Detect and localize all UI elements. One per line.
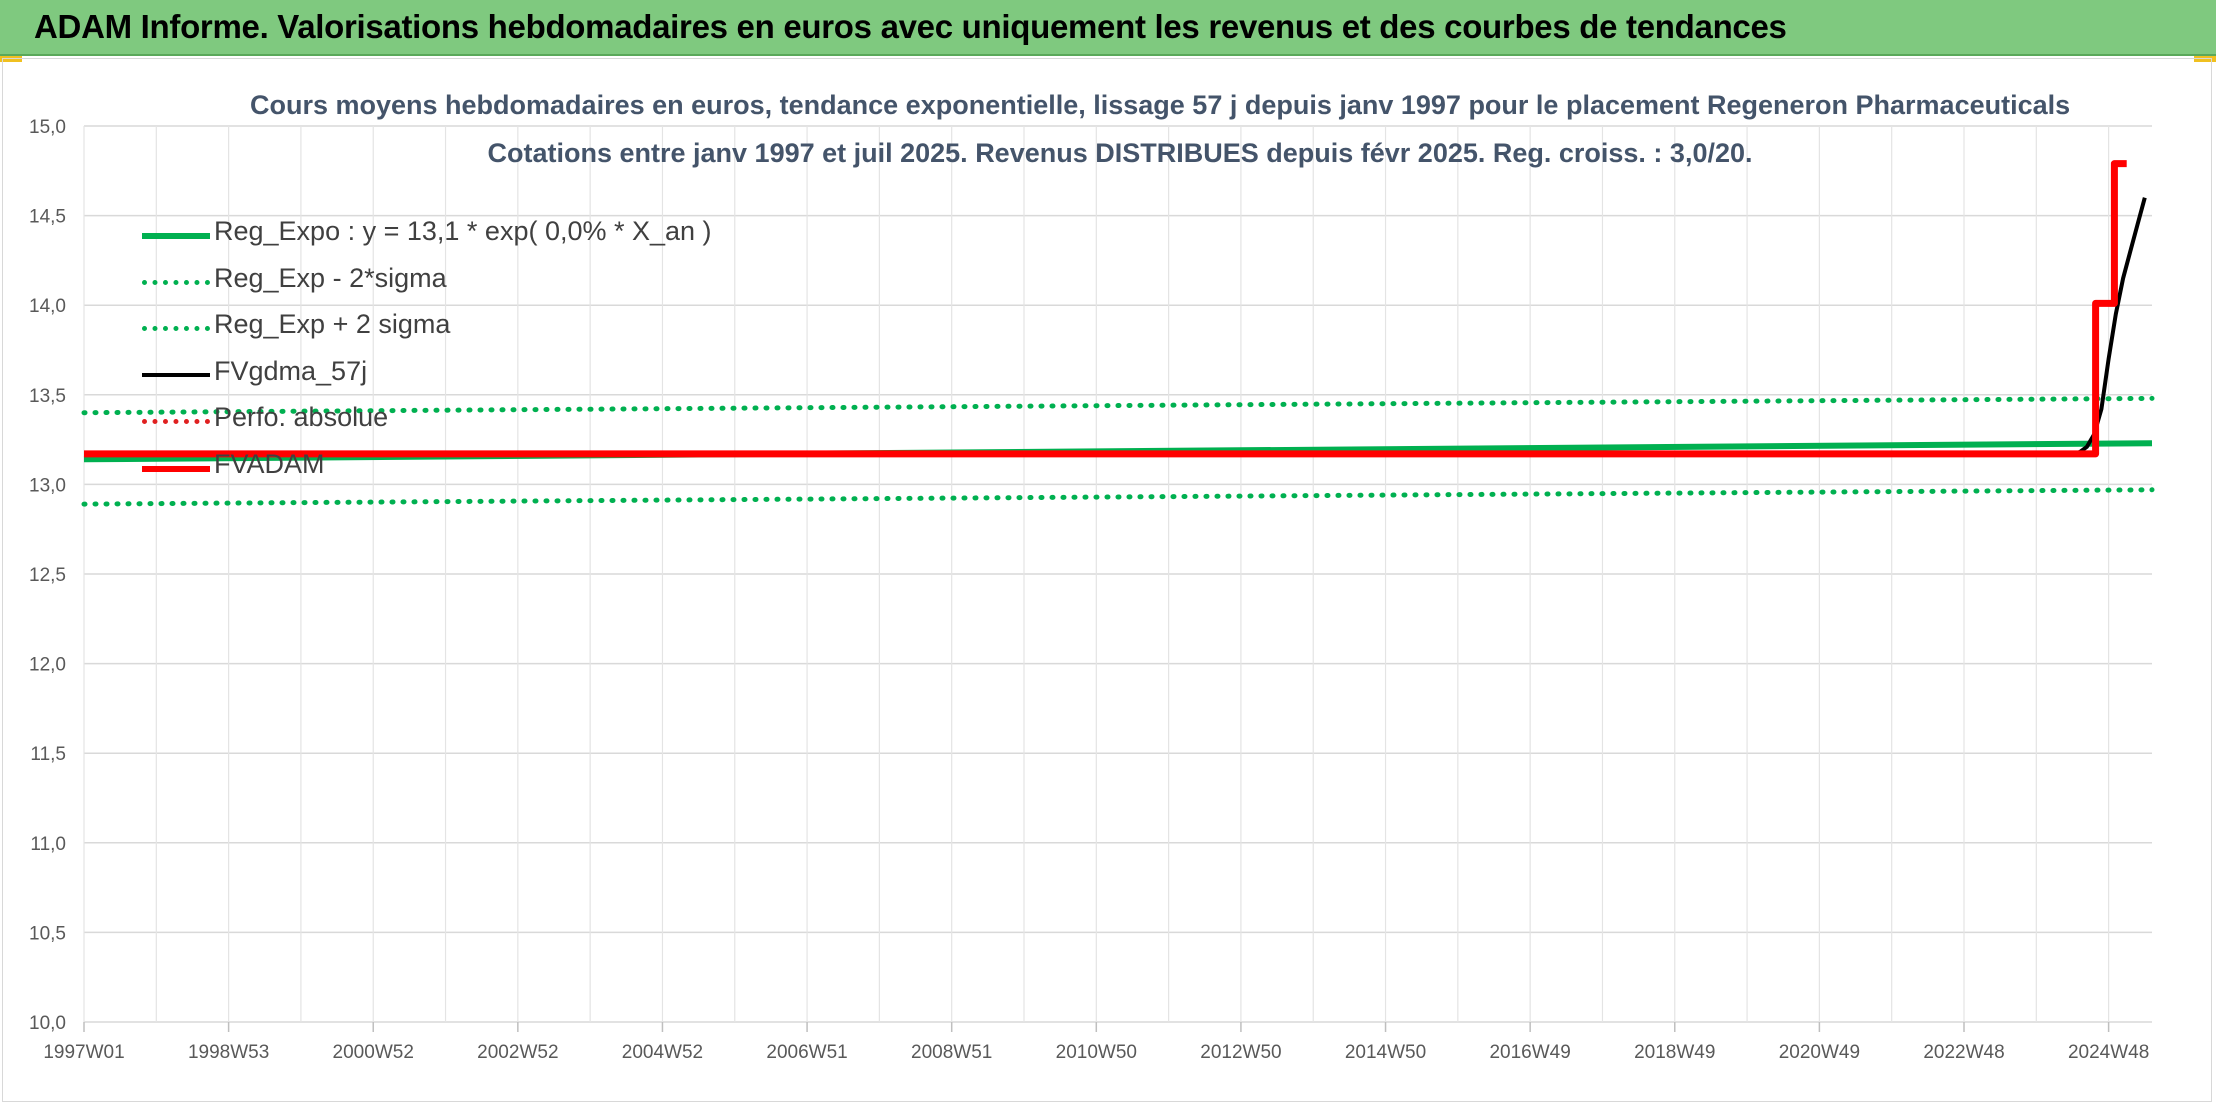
grid xyxy=(83,125,2152,1023)
x-tick-label: 2004W52 xyxy=(622,1042,703,1063)
series-line-2 xyxy=(81,395,2155,416)
legend-item: FVADAM xyxy=(142,445,742,491)
legend-label: Perfo. absolue xyxy=(214,402,389,432)
series-line-5 xyxy=(84,160,2127,458)
corner-marker-right xyxy=(2194,56,2216,62)
legend-label: Reg_Exp + 2 sigma xyxy=(214,309,451,339)
y-tick-label: 10,0 xyxy=(29,1013,66,1034)
y-tick-label: 11,0 xyxy=(30,834,66,855)
legend-item: Reg_Exp + 2 sigma xyxy=(142,305,742,351)
y-tick-label: 12,5 xyxy=(29,565,66,586)
legend-swatch xyxy=(142,326,210,331)
series-group xyxy=(81,160,2155,507)
x-tick-label: 2018W49 xyxy=(1634,1042,1715,1063)
x-tick-label: 2002W52 xyxy=(477,1042,558,1063)
legend-label: Reg_Exp - 2*sigma xyxy=(214,262,447,293)
legend-item: Reg_Exp - 2*sigma xyxy=(142,259,742,305)
x-tick-label: 1997W01 xyxy=(43,1042,124,1063)
legend-swatch xyxy=(142,419,210,424)
y-tick-label: 13,0 xyxy=(29,475,66,496)
chart-title: Cours moyens hebdomadaires en euros, ten… xyxy=(250,90,2071,120)
x-tick-label: 2016W49 xyxy=(1489,1042,1570,1063)
legend-swatch xyxy=(142,233,210,239)
y-axis-ticks: 10,0 10,5 11,0 11,5 12,0 12,5 13,0 13,5 14,0 14,5… xyxy=(29,117,66,1034)
x-tick-label: 2012W50 xyxy=(1200,1042,1281,1063)
x-tick-label: 2024W48 xyxy=(2068,1042,2149,1063)
legend-item: Perfo. absolue xyxy=(142,398,742,444)
y-tick-label: 11,5 xyxy=(30,744,66,765)
legend-swatch xyxy=(142,372,210,377)
legend-item: FVgdma_57j xyxy=(142,352,742,398)
legend-item: Reg_Expo : y = 13,1 * exp( 0,0% * X_an ) xyxy=(142,212,742,258)
y-tick-label: 14,5 xyxy=(29,207,66,228)
chart-subtitle: Cotations entre janv 1997 et juil 2025. … xyxy=(487,138,1753,168)
legend-swatch xyxy=(142,279,210,285)
report-title: ADAM Informe. Valorisations hebdomadaire… xyxy=(34,8,1787,45)
x-tick-label: 2000W52 xyxy=(333,1042,414,1063)
x-tick-label: 2014W50 xyxy=(1345,1042,1426,1063)
x-axis-ticks: 1997W01 1998W53 2000W52 2002W52 2004W52 2006W… xyxy=(43,1022,2149,1063)
y-tick-label: 15,0 xyxy=(29,117,66,138)
y-tick-label: 14,0 xyxy=(29,296,66,317)
x-tick-label: 2008W51 xyxy=(911,1042,992,1063)
x-tick-label: 2006W51 xyxy=(766,1042,847,1063)
y-tick-label: 12,0 xyxy=(29,655,66,676)
y-tick-label: 10,5 xyxy=(29,923,66,944)
x-tick-label: 2020W49 xyxy=(1779,1042,1860,1063)
report-banner: ADAM Informe. Valorisations hebdomadaire… xyxy=(0,0,2216,56)
chart-frame xyxy=(2,58,2212,1102)
legend-label: FVADAM xyxy=(214,448,325,479)
x-tick-label: 1998W53 xyxy=(188,1042,269,1063)
legend-swatch xyxy=(142,465,210,472)
series-line-1 xyxy=(81,487,2155,507)
x-tick-label: 2022W48 xyxy=(1923,1042,2004,1063)
legend-label: Reg_Expo : y = 13,1 * exp( 0,0% * X_an ) xyxy=(214,216,712,246)
x-tick-label: 2010W50 xyxy=(1056,1042,1137,1063)
corner-marker-left xyxy=(0,56,22,62)
y-tick-label: 13,5 xyxy=(29,386,66,407)
legend-label: FVgdma_57j xyxy=(214,355,368,386)
